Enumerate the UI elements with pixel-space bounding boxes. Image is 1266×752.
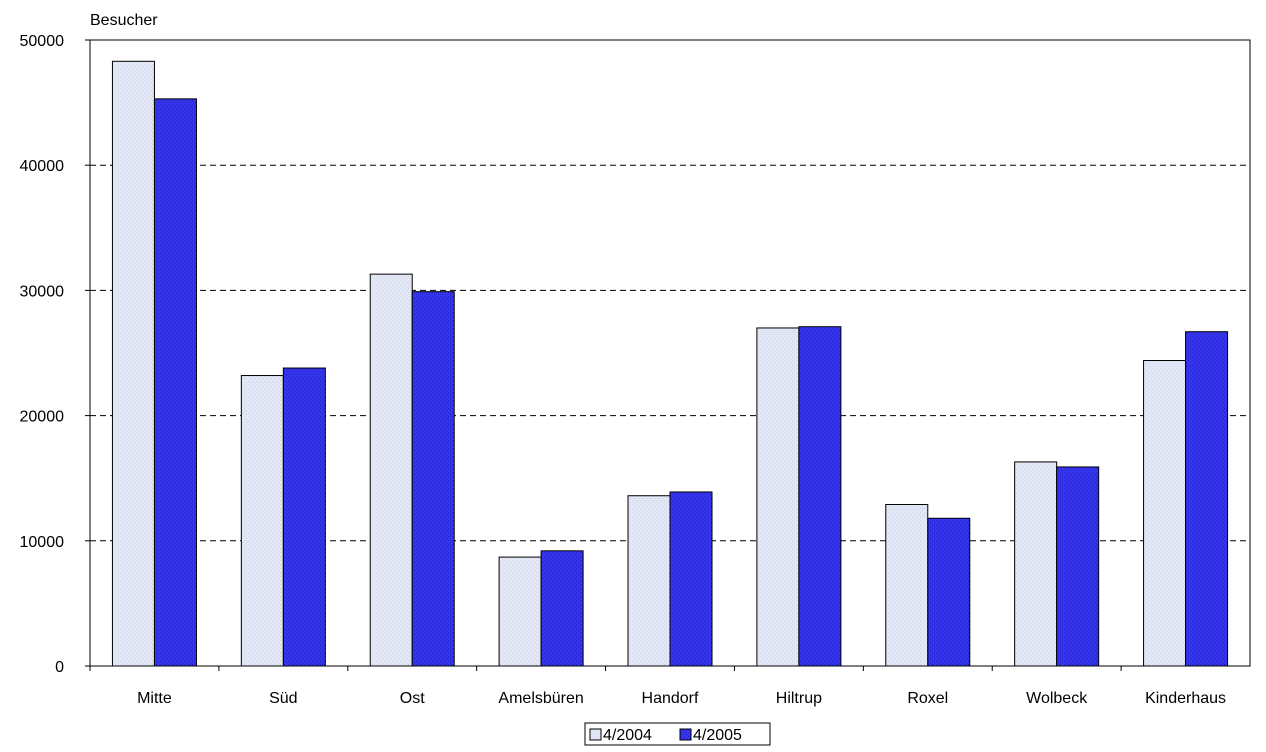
bar-series1 xyxy=(885,503,929,667)
y-tick-label: 50000 xyxy=(20,33,65,50)
y-tick-label: 30000 xyxy=(20,283,65,300)
bar-series1 xyxy=(756,327,800,667)
bar-series2 xyxy=(927,517,971,667)
bar-series1 xyxy=(498,556,542,667)
y-tick-label: 40000 xyxy=(20,158,65,175)
y-axis: 0 10000 20000 30000 40000 50000 xyxy=(20,33,90,676)
bar-series2 xyxy=(1185,331,1229,667)
x-axis: Mitte Süd Ost Amelsbüren Handorf Hiltrup Roxel… xyxy=(89,666,1226,707)
x-tick-label: Ost xyxy=(400,690,425,707)
bar-series1 xyxy=(111,60,155,667)
bar-series1 xyxy=(1014,461,1058,667)
y-tick-label: 0 xyxy=(55,659,64,676)
bar-series2 xyxy=(540,550,584,667)
x-tick-label: Süd xyxy=(269,690,297,707)
bar-series2 xyxy=(282,367,326,667)
x-tick-label: Hiltrup xyxy=(776,690,822,707)
bar-series1 xyxy=(627,495,671,667)
x-tick-label: Mitte xyxy=(137,690,172,707)
plot-area-frame xyxy=(89,39,1251,667)
y-tick-label: 10000 xyxy=(20,534,65,551)
bars xyxy=(111,60,1229,667)
legend-label: 4/2005 xyxy=(693,727,742,744)
x-tick-label: Wolbeck xyxy=(1026,690,1088,707)
legend-swatch xyxy=(679,728,692,741)
bar-series1 xyxy=(240,375,284,667)
legend-box xyxy=(584,722,771,746)
bar-series2 xyxy=(153,98,197,667)
y-tick-label: 20000 xyxy=(20,409,65,426)
legend-label: 4/2004 xyxy=(603,727,652,744)
legend: 4/2004 4/2005 xyxy=(584,722,771,746)
bar-series2 xyxy=(1056,466,1100,667)
y-axis-title: Besucher xyxy=(90,12,158,29)
legend-swatch xyxy=(589,728,602,741)
x-tick-label: Amelsbüren xyxy=(498,690,583,707)
x-tick-label: Kinderhaus xyxy=(1145,690,1226,707)
bar-series2 xyxy=(798,326,842,667)
x-tick-label: Roxel xyxy=(907,690,948,707)
bar-series1 xyxy=(369,273,413,667)
x-tick-label: Handorf xyxy=(642,690,699,707)
bar-series2 xyxy=(411,291,455,667)
bar-series1 xyxy=(1143,360,1187,667)
bar-series2 xyxy=(669,491,713,667)
